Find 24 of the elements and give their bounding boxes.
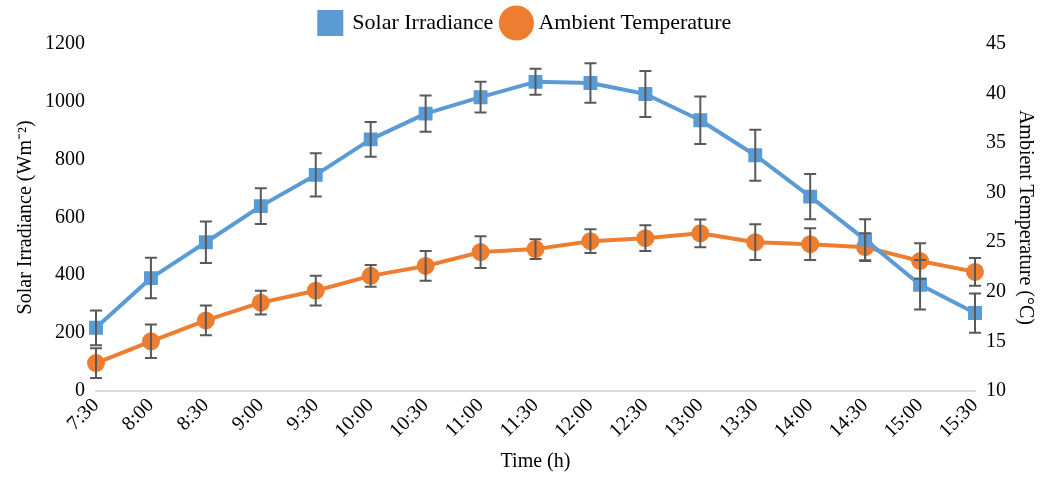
y-tick-label: 1000 <box>45 89 85 112</box>
x-tick-label: 9:00 <box>226 393 268 434</box>
y-axis-title: Solar Irradiance (Wm⁻²) <box>13 120 37 315</box>
y-tick-label: 200 <box>55 320 85 343</box>
x-tick-label: 8:00 <box>116 393 158 434</box>
legend-label: Ambient Temperature <box>538 8 732 34</box>
y2-tick-label: 20 <box>986 278 1006 301</box>
y2-tick-label: 40 <box>986 80 1006 103</box>
y2-tick-label: 15 <box>986 328 1006 351</box>
y-tick-label: 400 <box>55 262 85 285</box>
y2-tick-label: 25 <box>986 229 1006 252</box>
y-tick-label: 0 <box>75 378 85 401</box>
y2-tick-label: 30 <box>986 179 1006 202</box>
y2-tick-label: 10 <box>986 378 1006 401</box>
y2-tick-label: 45 <box>986 31 1006 54</box>
legend-label: Solar Irradiance <box>352 8 494 34</box>
y2-tick-label: 35 <box>986 130 1006 153</box>
y2-axis-title: Ambient Temperature (°C) <box>1014 109 1038 325</box>
y-tick-label: 600 <box>55 204 85 227</box>
y-tick-label: 1200 <box>45 31 85 54</box>
x-tick-label: 8:30 <box>171 393 213 434</box>
x-tick-label: 9:30 <box>281 393 323 434</box>
x-axis-title: Time (h) <box>500 449 571 473</box>
y-tick-label: 800 <box>55 146 85 169</box>
